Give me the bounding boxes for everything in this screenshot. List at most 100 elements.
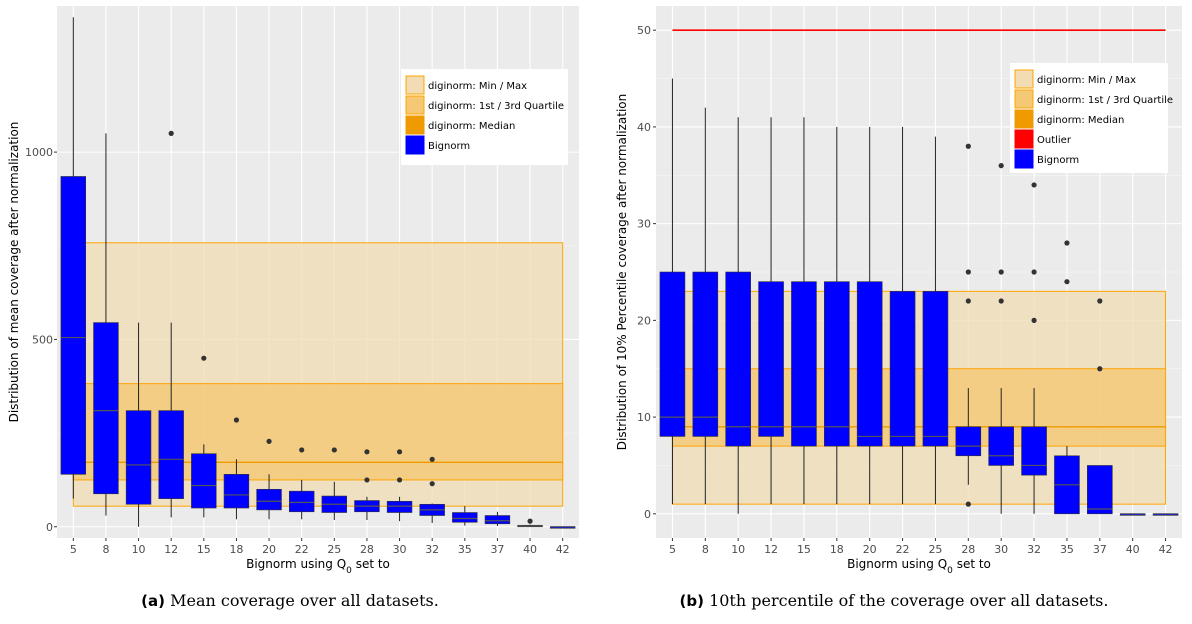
- box-body: [856, 281, 883, 447]
- bignorm-box-10: [725, 117, 751, 514]
- box-body: [158, 410, 184, 499]
- bignorm-box-25: [321, 447, 348, 521]
- box-body: [824, 281, 850, 447]
- bignorm-box-15: [191, 355, 217, 518]
- box-body: [988, 426, 1014, 466]
- y-tick-label: 50: [637, 24, 651, 37]
- x-tick-label: 37: [490, 543, 504, 556]
- outlier-point: [331, 447, 337, 453]
- bignorm-box-8: [93, 133, 119, 516]
- box-body: [288, 490, 315, 513]
- legend: diginorm: Min / Max diginorm: 1st / 3rd Q…: [1010, 63, 1173, 173]
- bignorm-box-20: [856, 126, 883, 505]
- x-axis-title-text: Bignorm using Q: [847, 557, 947, 571]
- caption-text: 10th percentile of the coverage over all…: [704, 591, 1108, 610]
- x-tick-label: 22: [896, 543, 910, 556]
- outlier-point: [1031, 182, 1037, 188]
- box-body: [1087, 465, 1113, 515]
- legend-label: diginorm: 1st / 3rd Quartile: [428, 101, 564, 112]
- y-tick-label: 1000: [25, 146, 53, 159]
- outlier-point: [429, 456, 435, 462]
- legend-background: [1010, 63, 1168, 173]
- box-body: [484, 515, 511, 525]
- outlier-point: [168, 130, 174, 136]
- bignorm-box-25: [922, 136, 949, 505]
- x-tick-label: 25: [928, 543, 942, 556]
- y-tick-label: 20: [637, 314, 651, 327]
- x-tick-label: 40: [1126, 543, 1140, 556]
- outlier-point: [998, 269, 1004, 275]
- legend-key: [1014, 69, 1034, 89]
- box-body: [758, 281, 784, 437]
- outlier-point: [396, 477, 403, 483]
- x-tick-label: 20: [863, 543, 877, 556]
- box-body: [889, 291, 916, 447]
- x-axis-title-suffix: set to: [352, 557, 390, 571]
- y-axis-title: Distribution of mean coverage after norm…: [7, 122, 21, 423]
- outlier-point: [396, 449, 403, 455]
- box-body: [386, 500, 413, 513]
- box-body: [223, 474, 250, 509]
- box-body: [60, 176, 87, 475]
- diginorm-quartile-band: [671, 368, 1167, 447]
- outlier-point: [299, 447, 305, 453]
- bignorm-box-30: [988, 163, 1014, 514]
- figure-caption: (a) Mean coverage over all datasets.: [141, 591, 439, 610]
- bignorm-box-22: [288, 447, 315, 520]
- outlier-point: [364, 477, 370, 483]
- outlier-point: [1097, 298, 1103, 304]
- caption-text: Mean coverage over all datasets.: [165, 591, 439, 610]
- box-body: [93, 322, 119, 495]
- legend-label: diginorm: Min / Max: [1037, 75, 1136, 86]
- bignorm-box-22: [889, 126, 916, 505]
- x-tick-label: 28: [360, 543, 374, 556]
- caption-label: (a): [141, 592, 165, 610]
- bignorm-box-37: [484, 511, 511, 527]
- bignorm-box-30: [386, 449, 413, 522]
- box-body: [791, 281, 817, 447]
- legend-label: diginorm: Median: [428, 121, 515, 132]
- bignorm-box-5: [659, 78, 686, 505]
- legend-label: diginorm: Median: [1037, 115, 1124, 126]
- bignorm-box-10: [125, 322, 152, 527]
- box-body: [452, 512, 478, 523]
- outlier-point: [1064, 279, 1070, 285]
- x-axis-title: Bignorm using Q0 set to: [847, 557, 991, 576]
- x-tick-label: 22: [295, 543, 309, 556]
- outlier-point: [1031, 269, 1037, 275]
- legend-key: [405, 135, 425, 155]
- chart-10pct-coverage: 0 10 20 30 40 50 5 8 10 12 15 18 20 22 25 28 30 32 35 37 40 4…: [615, 6, 1182, 610]
- box-body: [955, 426, 982, 457]
- x-tick-label: 42: [556, 543, 570, 556]
- legend-label: diginorm: Min / Max: [428, 81, 527, 92]
- bignorm-box-15: [791, 117, 817, 505]
- box-body: [125, 410, 152, 505]
- bignorm-box-40: [517, 518, 543, 528]
- y-tick-label: 500: [32, 333, 53, 346]
- x-tick-label: 20: [262, 543, 276, 556]
- outlier-point: [364, 449, 370, 455]
- x-tick-label: 8: [102, 543, 109, 556]
- legend-key: [405, 75, 425, 95]
- outlier-point: [233, 417, 240, 423]
- x-tick-label: 35: [458, 543, 472, 556]
- outlier-point: [201, 355, 207, 361]
- x-tick-label: 18: [830, 543, 844, 556]
- x-tick-label: 10: [132, 543, 146, 556]
- x-tick-label: 8: [702, 543, 709, 556]
- box-body: [191, 453, 217, 509]
- outlier-point: [1064, 240, 1070, 246]
- x-tick-label: 25: [327, 543, 341, 556]
- bignorm-box-18: [223, 417, 250, 520]
- legend-label: Bignorm: [1037, 155, 1079, 166]
- x-axis-title-text: Bignorm using Q: [246, 557, 346, 571]
- x-tick-label: 5: [70, 543, 77, 556]
- x-axis-title-suffix: set to: [953, 557, 991, 571]
- bignorm-box-12: [758, 117, 784, 505]
- legend-label: Bignorm: [428, 141, 470, 152]
- outlier-point: [998, 298, 1004, 304]
- bignorm-box-35: [1054, 240, 1080, 515]
- x-axis-title-subscript: 0: [346, 566, 352, 576]
- legend-key: [1014, 109, 1034, 129]
